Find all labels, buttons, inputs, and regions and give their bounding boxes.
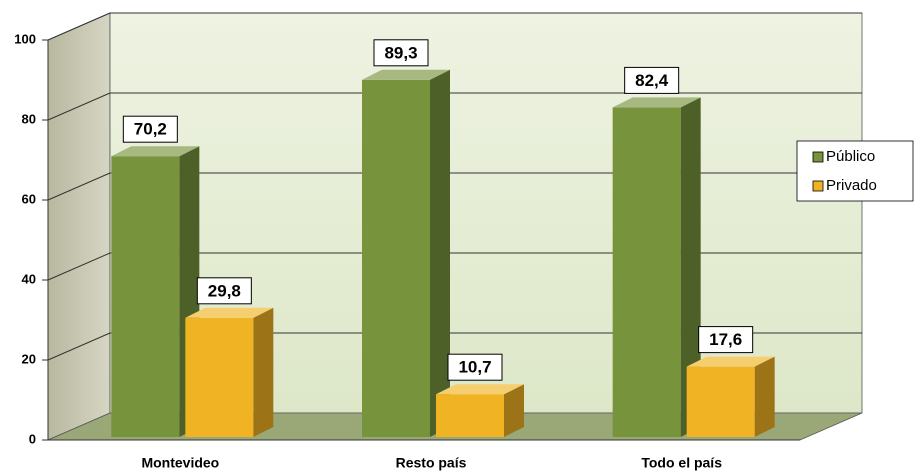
value-label-box [122, 115, 178, 143]
bars [111, 69, 775, 438]
bar [362, 69, 450, 438]
value-label-box [196, 277, 252, 305]
bar-side [430, 69, 450, 438]
y-tick-label: 0 [29, 431, 36, 446]
bar-top [111, 146, 200, 157]
x-tick-label: Todo el país [641, 455, 722, 471]
bar-front [185, 317, 254, 437]
grid-line [47, 252, 111, 281]
y-tick-label: 80 [22, 111, 36, 126]
y-tick-label: 60 [22, 191, 36, 206]
y-tick-label: 40 [22, 271, 36, 286]
bar-top [185, 307, 274, 318]
value-label-box [698, 326, 754, 354]
value-label-box [447, 353, 503, 381]
grid-line [47, 332, 111, 361]
grid-line [47, 172, 111, 201]
bar-side [680, 97, 701, 438]
bar-top [612, 97, 701, 108]
value-label: 89,3 [384, 43, 417, 62]
bar [436, 384, 524, 437]
value-label: 10,7 [458, 358, 491, 377]
grid-line [47, 12, 111, 41]
bar-top [686, 356, 775, 367]
side-wall [47, 12, 111, 441]
y-tick-label: 100 [14, 31, 36, 46]
value-label: 17,6 [709, 330, 742, 349]
bar-front [111, 156, 180, 437]
bar-top [436, 384, 524, 395]
y-tick-label: 20 [22, 351, 36, 366]
x-tick-label: Montevideo [141, 455, 219, 471]
bar [185, 307, 274, 437]
bar-front [612, 107, 681, 438]
legend-swatch [812, 180, 824, 192]
bar-front [686, 366, 755, 437]
bar [612, 97, 701, 438]
bar-top [362, 69, 450, 80]
bar-side [504, 384, 524, 437]
x-tick-label: Resto país [396, 455, 467, 471]
value-label-box [373, 39, 429, 67]
bar-front [436, 394, 504, 437]
value-label-box [624, 66, 680, 94]
value-label: 82,4 [635, 71, 669, 90]
value-label: 29,8 [208, 281, 241, 300]
value-label: 70,2 [134, 120, 167, 139]
legend-swatch [812, 151, 824, 163]
bar [686, 356, 775, 437]
bar-side [754, 356, 775, 437]
legend-label: Privado [826, 177, 877, 194]
legend-label: Público [826, 148, 875, 165]
bar-front [362, 79, 430, 438]
grid-line [47, 92, 111, 121]
bar-side [253, 307, 274, 437]
grid [47, 12, 862, 361]
